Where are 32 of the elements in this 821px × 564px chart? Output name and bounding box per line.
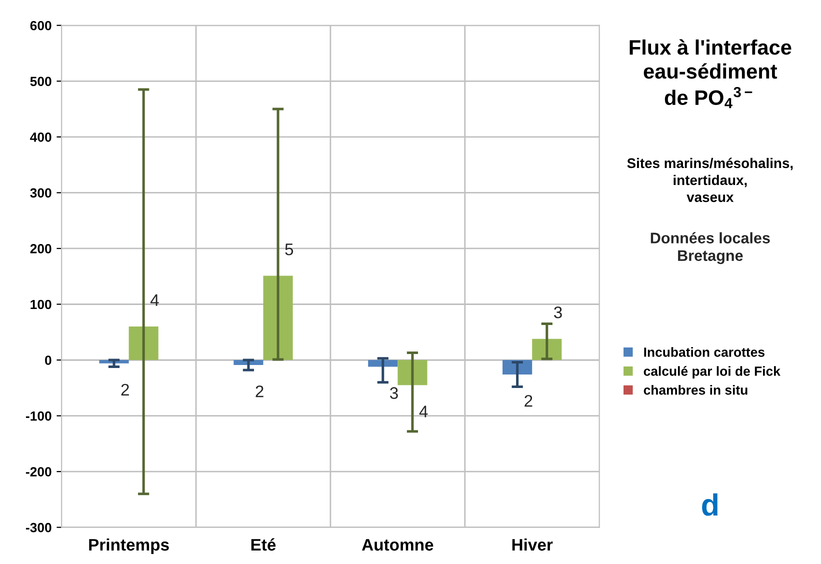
x-tick-label: Hiver bbox=[512, 538, 553, 551]
y-tick-label: 200 bbox=[30, 244, 52, 254]
y-tick-label: 400 bbox=[30, 132, 52, 142]
annotation: 4 bbox=[150, 294, 159, 306]
y-tick-label: -200 bbox=[26, 467, 52, 476]
y-tick-label: 500 bbox=[30, 76, 52, 86]
annotation: 4 bbox=[419, 406, 428, 418]
annotation: 3 bbox=[390, 387, 398, 399]
text: Sites marins/mésohalins, intertidaux, vaseux bbox=[627, 158, 793, 202]
bar bbox=[398, 360, 428, 386]
x-tick-label: Printemps bbox=[89, 538, 169, 554]
y-tick-label: -300 bbox=[26, 522, 52, 532]
legend-label: Incubation carottes bbox=[644, 347, 764, 357]
annotation: 2 bbox=[121, 384, 129, 396]
annotation: 5 bbox=[285, 244, 294, 256]
bar bbox=[128, 326, 158, 360]
x-tick-label: Eté bbox=[251, 538, 276, 551]
legend-label: chambres in situ bbox=[644, 385, 748, 395]
y-tick-label: 100 bbox=[30, 300, 52, 310]
text: d bbox=[702, 493, 718, 516]
y-tick-label: -100 bbox=[26, 411, 52, 421]
legend-label: calculé par loi de Fick bbox=[644, 366, 780, 378]
text: Flux à l'interface eau-sédiment de PO$_{4}$$^{3−}$ bbox=[630, 39, 792, 108]
annotation: 2 bbox=[524, 394, 532, 407]
text: Données locales Bretagne bbox=[650, 232, 770, 264]
bar bbox=[263, 276, 293, 360]
y-tick-label: 600 bbox=[30, 20, 52, 30]
y-tick-label: 300 bbox=[30, 188, 52, 198]
x-tick-label: Automne bbox=[362, 539, 434, 551]
annotation: 2 bbox=[256, 385, 264, 398]
annotation: 3 bbox=[554, 306, 562, 318]
y-tick-label: 0 bbox=[45, 356, 52, 365]
